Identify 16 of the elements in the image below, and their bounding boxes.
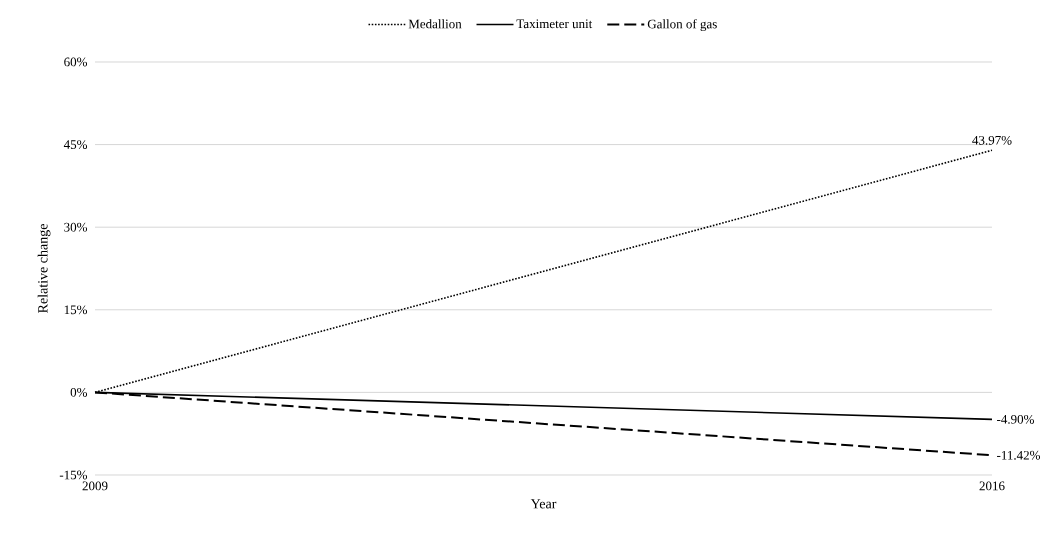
- data-label: -4.90%: [997, 414, 1034, 424]
- legend-label: Medallion: [408, 19, 462, 29]
- y-tick-label: 30%: [64, 222, 88, 232]
- data-label: -11.42%: [997, 450, 1041, 460]
- legend-label: Gallon of gas: [647, 19, 717, 32]
- y-tick-label: -15%: [59, 470, 88, 480]
- x-tick-label: 2009: [82, 481, 108, 491]
- y-tick-label: 15%: [64, 305, 88, 315]
- y-tick-label: 0%: [70, 387, 88, 397]
- data-label: 43.97%: [972, 135, 1012, 145]
- y-tick-label: 60%: [64, 57, 88, 67]
- y-axis-title: Relative change: [37, 224, 51, 313]
- y-tick-label: 45%: [63, 140, 88, 149]
- legend-label: Taximeter unit: [516, 19, 593, 29]
- x-tick-label: 2016: [979, 481, 1005, 491]
- x-axis-title: Year: [530, 499, 557, 509]
